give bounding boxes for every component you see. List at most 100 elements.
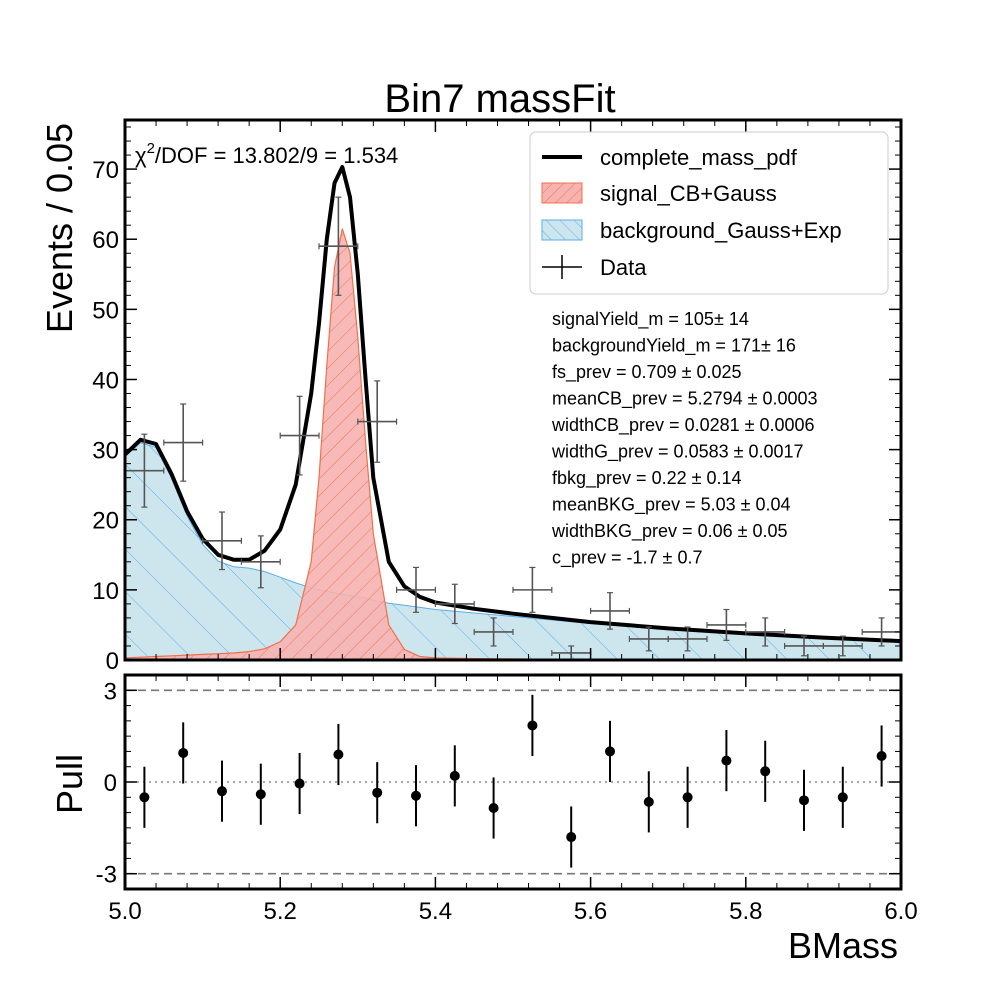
data-point — [396, 566, 436, 613]
pull-point — [294, 752, 305, 815]
pull-point-marker — [139, 792, 150, 803]
pull-y-tick-label: -3 — [96, 862, 117, 889]
data-point — [512, 566, 553, 613]
fit-parameter: widthG_prev = 0.0583 ± 0.0017 — [551, 442, 804, 463]
pull-point-marker — [372, 787, 383, 798]
data-point — [861, 617, 901, 647]
legend-total-label: complete_mass_pdf — [600, 145, 798, 170]
signal-area-hatch — [125, 228, 901, 660]
pull-point — [527, 694, 538, 757]
pull-point — [682, 766, 693, 828]
pull-point — [837, 766, 848, 828]
pull-point-marker — [255, 789, 266, 800]
fit-parameter: fs_prev = 0.709 ± 0.025 — [552, 362, 742, 383]
pull-point — [488, 777, 499, 839]
pull-point-marker — [643, 796, 654, 807]
legend-signal-label: signal_CB+Gauss — [600, 181, 777, 206]
data-point — [163, 403, 204, 482]
x-axis-label: BMass — [788, 925, 898, 966]
main-y-tick-label: 0 — [106, 648, 119, 675]
main-y-tick-label: 30 — [92, 438, 119, 465]
pull-y-tick-label: 3 — [104, 678, 117, 705]
pull-point-marker — [876, 751, 887, 762]
x-tick-label: 5.4 — [419, 898, 452, 925]
pull-point-marker — [721, 755, 732, 766]
legend-background-hatch — [542, 220, 582, 240]
pull-point — [411, 765, 421, 827]
pull-point — [139, 766, 150, 828]
legend: complete_mass_pdf signal_CB+Gauss backgr… — [529, 131, 889, 295]
pull-point — [449, 745, 460, 807]
data-point — [745, 617, 786, 647]
fit-parameter: signalYield_m = 105± 14 — [552, 309, 749, 330]
data-point — [822, 635, 863, 657]
pull-point-marker — [566, 832, 577, 843]
pull-point-marker — [217, 786, 227, 797]
legend-data-label: Data — [600, 255, 647, 280]
data-point — [125, 433, 165, 508]
main-y-tick-label: 60 — [92, 227, 119, 254]
pull-plot-frame — [123, 673, 903, 891]
pull-point-marker — [488, 802, 499, 813]
x-tick-label: 5.8 — [729, 898, 762, 925]
pull-point — [643, 771, 654, 833]
pull-point — [566, 806, 577, 868]
pull-y-axis-label: Pull — [49, 754, 90, 814]
main-axis-ticks: 0 10 20 30 40 50 60 70 — [92, 120, 902, 675]
pull-point — [876, 725, 887, 787]
x-tick-label: 5.0 — [108, 898, 141, 925]
pull-point — [605, 720, 615, 782]
pull-point — [760, 740, 771, 802]
data-point — [589, 592, 631, 630]
pull-point-marker — [605, 746, 615, 757]
data-point — [318, 196, 359, 296]
pull-point-marker — [682, 792, 693, 803]
fit-parameter: meanBKG_prev = 5.03 ± 0.04 — [552, 495, 791, 516]
pull-point-marker — [294, 778, 305, 789]
data-point — [473, 617, 514, 647]
fit-parameter: meanCB_prev = 5.2794 ± 0.0003 — [552, 389, 818, 410]
pull-point-marker — [411, 790, 421, 801]
data-point — [279, 395, 320, 476]
pull-point-marker — [760, 766, 771, 777]
pull-point — [217, 760, 227, 822]
main-plot-frame — [123, 118, 903, 662]
background-area-hatch — [125, 442, 901, 660]
main-y-tick-label: 50 — [92, 297, 119, 324]
legend-background-label: background_Gauss+Exp — [600, 218, 842, 243]
fit-parameter: c_prev = -1.7 ± 0.7 — [552, 548, 702, 569]
fit-parameter: widthCB_prev = 0.0281 ± 0.0006 — [551, 415, 815, 436]
legend-box — [529, 131, 889, 295]
data-point — [240, 535, 281, 589]
main-y-tick-label: 10 — [92, 578, 119, 605]
main-y-axis-label: Events / 0.05 — [39, 123, 80, 333]
pull-point — [372, 762, 383, 824]
data-point — [667, 626, 708, 652]
chi2-label: χ2/DOF = 13.802/9 = 1.534 — [135, 140, 398, 168]
pull-point-marker — [527, 720, 538, 731]
legend-signal-hatch — [542, 183, 582, 203]
pull-point — [333, 723, 344, 786]
main-y-tick-label: 70 — [92, 157, 119, 184]
pull-point — [799, 769, 809, 831]
pull-plot-area — [125, 689, 901, 875]
pull-point — [178, 722, 189, 784]
pull-point-marker — [799, 795, 809, 806]
x-tick-label: 6.0 — [884, 898, 917, 925]
main-y-tick-label: 40 — [92, 367, 119, 394]
data-point — [357, 380, 398, 463]
main-plot-area — [125, 165, 901, 660]
fit-parameter: fbkg_prev = 0.22 ± 0.14 — [552, 468, 742, 489]
pull-axis-ticks: -3 0 3 5.0 5.2 5.4 5.6 5.8 6.0 — [96, 675, 918, 925]
data-point — [202, 511, 242, 571]
fit-parameter: backgroundYield_m = 171± 16 — [552, 336, 796, 357]
pull-point-marker — [449, 770, 460, 781]
fit-parameters: signalYield_m = 105± 14 backgroundYield_m… — [551, 309, 818, 569]
pull-point-marker — [333, 749, 344, 760]
pull-point — [255, 763, 266, 825]
pull-point — [721, 730, 732, 792]
x-tick-label: 5.2 — [264, 898, 297, 925]
total-pdf-curve — [125, 165, 901, 644]
